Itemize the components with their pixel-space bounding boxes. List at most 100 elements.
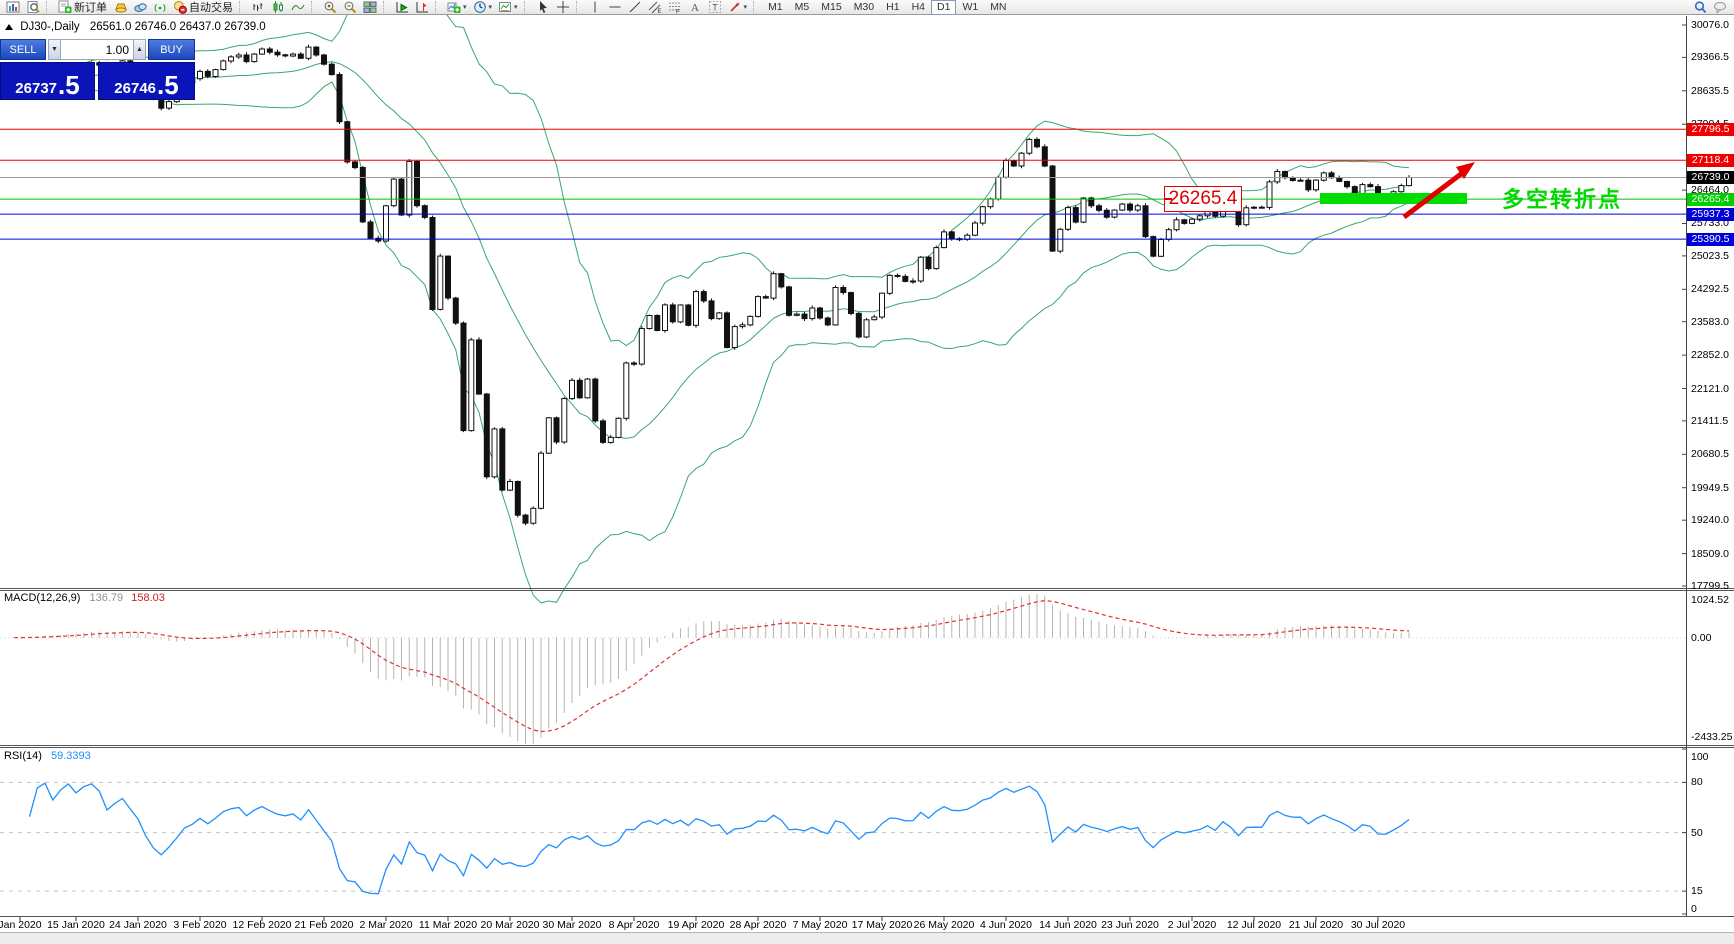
candle-body — [220, 60, 227, 71]
timeframe-m30-button[interactable]: M30 — [853, 0, 875, 13]
candle-body — [1134, 205, 1141, 211]
date-label: 30 Mar 2020 — [542, 919, 602, 931]
candle-body — [235, 54, 242, 58]
candle-body — [592, 378, 599, 422]
periods-icon[interactable] — [471, 0, 495, 14]
support-zone-bar[interactable] — [1320, 193, 1467, 204]
toolbar-separator — [435, 1, 441, 13]
price-tag-26739.0: 26739.0 — [1687, 170, 1734, 184]
candle-body — [290, 53, 296, 57]
search-icon[interactable] — [1691, 0, 1709, 14]
timeframe-mn-button[interactable]: MN — [990, 0, 1007, 13]
community-icon[interactable] — [131, 0, 149, 14]
signals-icon[interactable] — [151, 0, 169, 14]
candle-body — [910, 280, 916, 283]
chart-shift-icon[interactable] — [413, 0, 431, 14]
auto-scroll-icon[interactable] — [393, 0, 411, 14]
fibonacci-icon[interactable]: F — [666, 0, 684, 14]
cursor-icon[interactable] — [534, 0, 552, 14]
buy-button[interactable]: BUY — [148, 39, 195, 60]
candle-body — [359, 167, 366, 223]
collapse-triangle-icon[interactable] — [5, 24, 13, 30]
candle-body — [1010, 160, 1017, 167]
candle-body — [855, 312, 862, 338]
candle-body — [499, 428, 506, 491]
svg-text:T: T — [712, 3, 718, 13]
vertical-line-icon[interactable] — [586, 0, 604, 14]
candle-body — [321, 54, 327, 65]
candlestick-chart-icon[interactable] — [269, 0, 287, 14]
equidistant-channel-icon[interactable]: E — [646, 0, 664, 14]
templates-icon[interactable] — [496, 0, 520, 14]
date-label: 12 Feb 2020 — [232, 919, 292, 931]
volume-down-button[interactable]: ▼ — [48, 39, 61, 60]
date-label: 2 Mar 2020 — [359, 919, 413, 931]
date-label: Jan 2020 — [0, 919, 42, 931]
zoom-in-icon[interactable] — [321, 0, 339, 14]
timeframe-d1-button[interactable]: D1 — [931, 0, 957, 15]
price-tick-label: 22121.0 — [1691, 382, 1729, 395]
timeframe-m15-button[interactable]: M15 — [821, 0, 842, 13]
candle-body — [1266, 181, 1273, 208]
indicators-icon[interactable] — [445, 0, 469, 14]
candle-body — [1344, 181, 1350, 188]
arrows-icon[interactable] — [726, 0, 750, 14]
candle-body — [313, 46, 320, 56]
buy-price-box[interactable]: 26746 .5 — [98, 62, 195, 100]
candle-body — [716, 312, 723, 320]
crosshair-icon[interactable] — [554, 0, 572, 14]
trendline-icon[interactable] — [626, 0, 644, 14]
metaeditor-icon[interactable] — [111, 0, 129, 14]
text-icon[interactable]: A — [686, 0, 704, 14]
volume-up-button[interactable]: ▲ — [133, 39, 146, 60]
svg-text:F: F — [676, 10, 680, 15]
symbol-title: DJ30-,Daily 26561.0 26746.0 26437.0 2673… — [5, 21, 266, 33]
text-label-icon[interactable]: T — [706, 0, 724, 14]
candle-body — [367, 221, 374, 239]
line-chart-icon[interactable] — [289, 0, 307, 14]
sell-price-box[interactable]: 26737 .5 — [0, 62, 95, 100]
turning-point-text[interactable]: 多空转折点 — [1502, 187, 1623, 212]
timeframe-m1-button[interactable]: M1 — [768, 0, 783, 13]
date-label: 14 Jun 2020 — [1039, 919, 1097, 931]
timeframe-w1-button[interactable]: W1 — [962, 0, 979, 13]
tile-windows-icon[interactable] — [361, 0, 379, 14]
candle-body — [1119, 203, 1126, 211]
toolbar-separator — [383, 1, 389, 13]
bollinger-band-line — [37, 0, 1410, 347]
candle-body — [328, 63, 335, 76]
candle-body — [662, 304, 668, 331]
timeframe-m5-button[interactable]: M5 — [794, 0, 810, 13]
new-chart-icon[interactable] — [4, 0, 22, 14]
bar-chart-icon[interactable] — [249, 0, 267, 14]
sell-button[interactable]: SELL — [0, 39, 46, 60]
new-order-button[interactable]: 新订单 — [56, 0, 109, 14]
bollinger-band-line — [37, 81, 1410, 604]
candle-body — [421, 205, 428, 218]
timeframe-h1-button[interactable]: H1 — [886, 0, 900, 13]
candle-body — [600, 420, 606, 443]
timeframe-h4-button[interactable]: H4 — [911, 0, 925, 13]
candle-body — [693, 291, 699, 326]
rsi-indicator-label: RSI(14) 59.3393 — [4, 750, 91, 762]
data-window-icon[interactable] — [24, 0, 42, 14]
date-label: 15 Jan 2020 — [47, 919, 105, 931]
chat-icon[interactable] — [1711, 0, 1729, 14]
horizontal-line-icon[interactable] — [606, 0, 624, 14]
autotrading-button[interactable]: 自动交易 — [171, 0, 235, 14]
price-tick-label: 29366.5 — [1691, 51, 1729, 64]
candle-body — [297, 53, 304, 59]
date-label: 28 Apr 2020 — [729, 919, 787, 931]
price-tag-25937.3: 25937.3 — [1687, 207, 1734, 221]
price-note-box[interactable]: 26265.4 — [1164, 186, 1242, 212]
date-label: 4 Jun 2020 — [980, 919, 1032, 931]
volume-input[interactable] — [61, 39, 133, 60]
up-arrow-line[interactable] — [1402, 172, 1463, 219]
zoom-out-icon[interactable] — [341, 0, 359, 14]
candle-body — [1258, 206, 1265, 209]
price-tag-27796.5: 27796.5 — [1687, 122, 1734, 136]
candle-body — [383, 205, 389, 242]
price-tick-label: 23583.0 — [1691, 315, 1729, 328]
